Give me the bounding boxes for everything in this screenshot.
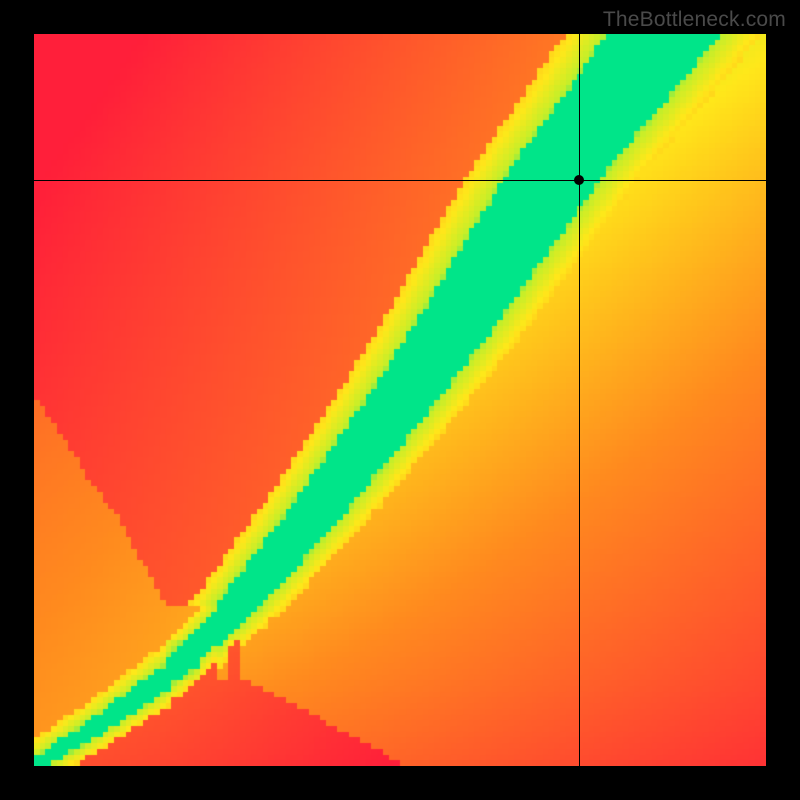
figure-container: TheBottleneck.com — [0, 0, 800, 800]
selection-marker — [574, 175, 584, 185]
crosshair-vertical-line — [579, 34, 580, 766]
crosshair-horizontal-line — [34, 180, 766, 181]
source-watermark: TheBottleneck.com — [603, 8, 786, 32]
bottleneck-heatmap — [34, 34, 766, 766]
